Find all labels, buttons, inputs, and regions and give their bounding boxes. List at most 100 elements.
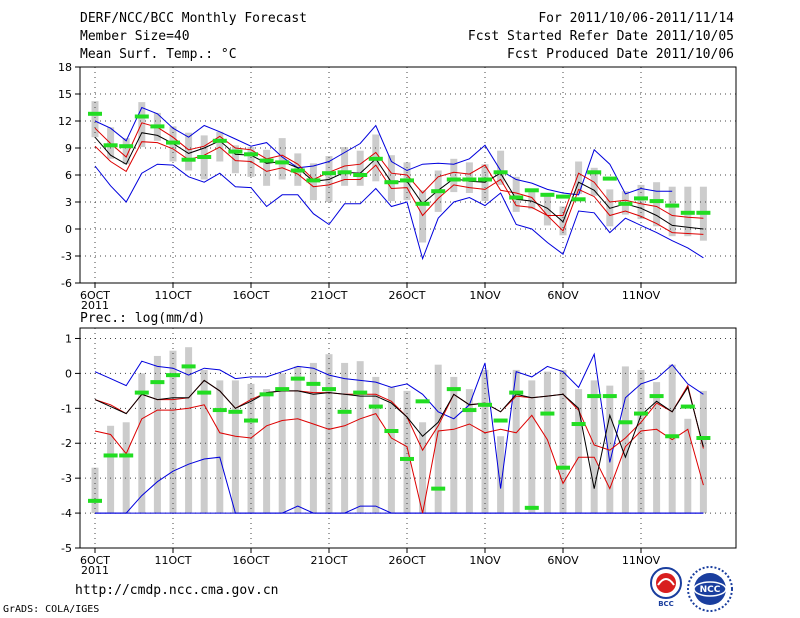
temp-spread-bar <box>528 188 536 210</box>
temp-y-tick-label: 3 <box>65 196 72 209</box>
ncc-logo-text: NCC <box>700 585 721 595</box>
precip-observed-marker <box>88 498 102 503</box>
temp-x-tick-label: 16OCT <box>232 289 269 302</box>
precip-spread-bar <box>107 425 115 514</box>
precip-observed-marker <box>134 390 149 395</box>
temp-spread-bar <box>450 158 458 193</box>
temp-observed-marker <box>556 194 570 199</box>
temp-observed-marker <box>306 178 321 183</box>
precip-y-tick-label: -2 <box>61 437 72 450</box>
precip-y-tick-label: -1 <box>61 402 72 415</box>
precip-observed-marker <box>478 402 492 407</box>
temp-spread-bar <box>356 150 364 186</box>
temp-observed-marker <box>400 178 414 183</box>
temp-max-line <box>94 106 673 196</box>
precip-spread-bar <box>668 364 676 514</box>
precip-spread-bar <box>575 389 583 514</box>
precip-spread-bar <box>465 389 473 514</box>
precip-spread-bar <box>185 347 193 514</box>
temp-observed-marker <box>119 144 134 149</box>
temp-observed-marker <box>649 199 664 204</box>
temp-spread-bar <box>512 176 520 212</box>
temp-observed-marker <box>696 210 711 215</box>
temp-spread-bar <box>497 150 505 185</box>
precip-observed-marker <box>415 399 430 404</box>
precip-x-tick-label: 2011 <box>81 564 109 577</box>
temp-observed-marker <box>431 189 446 194</box>
temp-observed-marker <box>634 196 648 201</box>
precip-y-tick-label: -5 <box>61 542 72 555</box>
precip-observed-marker <box>540 411 555 416</box>
temp-observed-marker <box>587 170 602 175</box>
temp-x-tick-label: 1NOV <box>469 289 501 302</box>
chart-title: DERF/NCC/BCC Monthly Forecast <box>80 11 307 26</box>
temp-x-tick-label: 6OCT <box>80 289 110 302</box>
variable-label: Mean Surf. Temp.: °C <box>80 47 237 62</box>
temp-observed-marker <box>228 149 243 154</box>
grads-credit: GrADS: COLA/IGES <box>3 604 100 615</box>
precip-observed-marker <box>228 409 243 414</box>
temp-observed-marker <box>259 158 274 163</box>
temp-spread-bar <box>653 182 661 227</box>
temp-observed-marker <box>150 124 165 129</box>
temp-y-tick-label: -6 <box>61 277 72 290</box>
precip-observed-marker <box>431 486 446 491</box>
precip-x-tick-label: 1NOV <box>469 554 501 567</box>
temp-x-tick-label: 2011 <box>81 299 109 312</box>
precip-observed-marker <box>587 394 602 399</box>
temp-y-tick-label: 15 <box>58 88 72 101</box>
precip-observed-marker <box>602 394 617 399</box>
precip-spread-bar <box>403 390 411 514</box>
precip-spread-bar <box>122 422 130 514</box>
temp-y-tick-label: 9 <box>65 142 72 155</box>
precip-observed-marker <box>103 453 118 458</box>
temp-spread-bar <box>231 145 239 174</box>
precip-spread-bar <box>653 382 661 514</box>
temp-spread-bar <box>387 155 395 202</box>
source-url[interactable]: http://cmdp.ncc.cma.gov.cn <box>75 583 279 598</box>
temp-spread-bar <box>91 101 99 138</box>
precip-spread-bar <box>169 350 177 514</box>
precip-observed-marker <box>462 408 477 413</box>
temp-observed-marker <box>680 210 695 215</box>
precip-spread-bar <box>372 376 380 514</box>
temp-median-line <box>94 132 704 230</box>
temp-spread-bar <box>668 186 676 237</box>
precip-spread-bar <box>450 376 458 514</box>
precip-x-tick-label: 21OCT <box>310 554 347 567</box>
temp-y-tick-label: -3 <box>61 250 72 263</box>
precip-observed-marker <box>649 394 664 399</box>
precip-observed-marker <box>353 390 368 395</box>
forecast-started-date: Fcst Started Refer Date 2011/10/05 <box>467 29 734 44</box>
precip-spread-bar <box>309 362 317 514</box>
precip-panel-title: Prec.: log(mm/d) <box>80 311 206 326</box>
precip-spread-bar <box>138 373 146 514</box>
temp-observed-marker <box>181 157 196 162</box>
precip-observed-marker <box>368 404 383 409</box>
precip-observed-marker <box>524 505 539 510</box>
precip-spread-bar <box>621 366 629 514</box>
precip-spread-bar <box>481 369 489 514</box>
temp-observed-marker <box>337 170 352 175</box>
precip-spread-bar <box>637 369 645 514</box>
precip-spread-bar <box>699 390 707 514</box>
precip-spread-bar <box>512 369 520 514</box>
temp-x-tick-label: 6NOV <box>547 289 579 302</box>
temp-observed-marker <box>524 188 539 193</box>
precip-spread-bar <box>590 380 598 514</box>
forecast-period: For 2011/10/06-2011/11/14 <box>538 11 734 26</box>
precip-lower-quartile-line <box>94 404 704 514</box>
temp-observed-marker <box>415 201 430 206</box>
precip-spread-bar <box>419 422 427 514</box>
forecast-produced-date: Fcst Produced Date 2011/10/06 <box>507 47 734 62</box>
temp-observed-marker <box>540 192 555 197</box>
temp-spread-bar <box>419 190 427 243</box>
precip-observed-marker <box>493 418 508 423</box>
precip-observed-marker <box>634 411 648 416</box>
precip-observed-marker <box>571 422 586 427</box>
precip-spread-bar <box>263 389 271 514</box>
bcc-logo-text: BCC <box>658 600 674 608</box>
temp-y-tick-label: 0 <box>65 223 72 236</box>
precip-spread-bar <box>497 436 505 514</box>
